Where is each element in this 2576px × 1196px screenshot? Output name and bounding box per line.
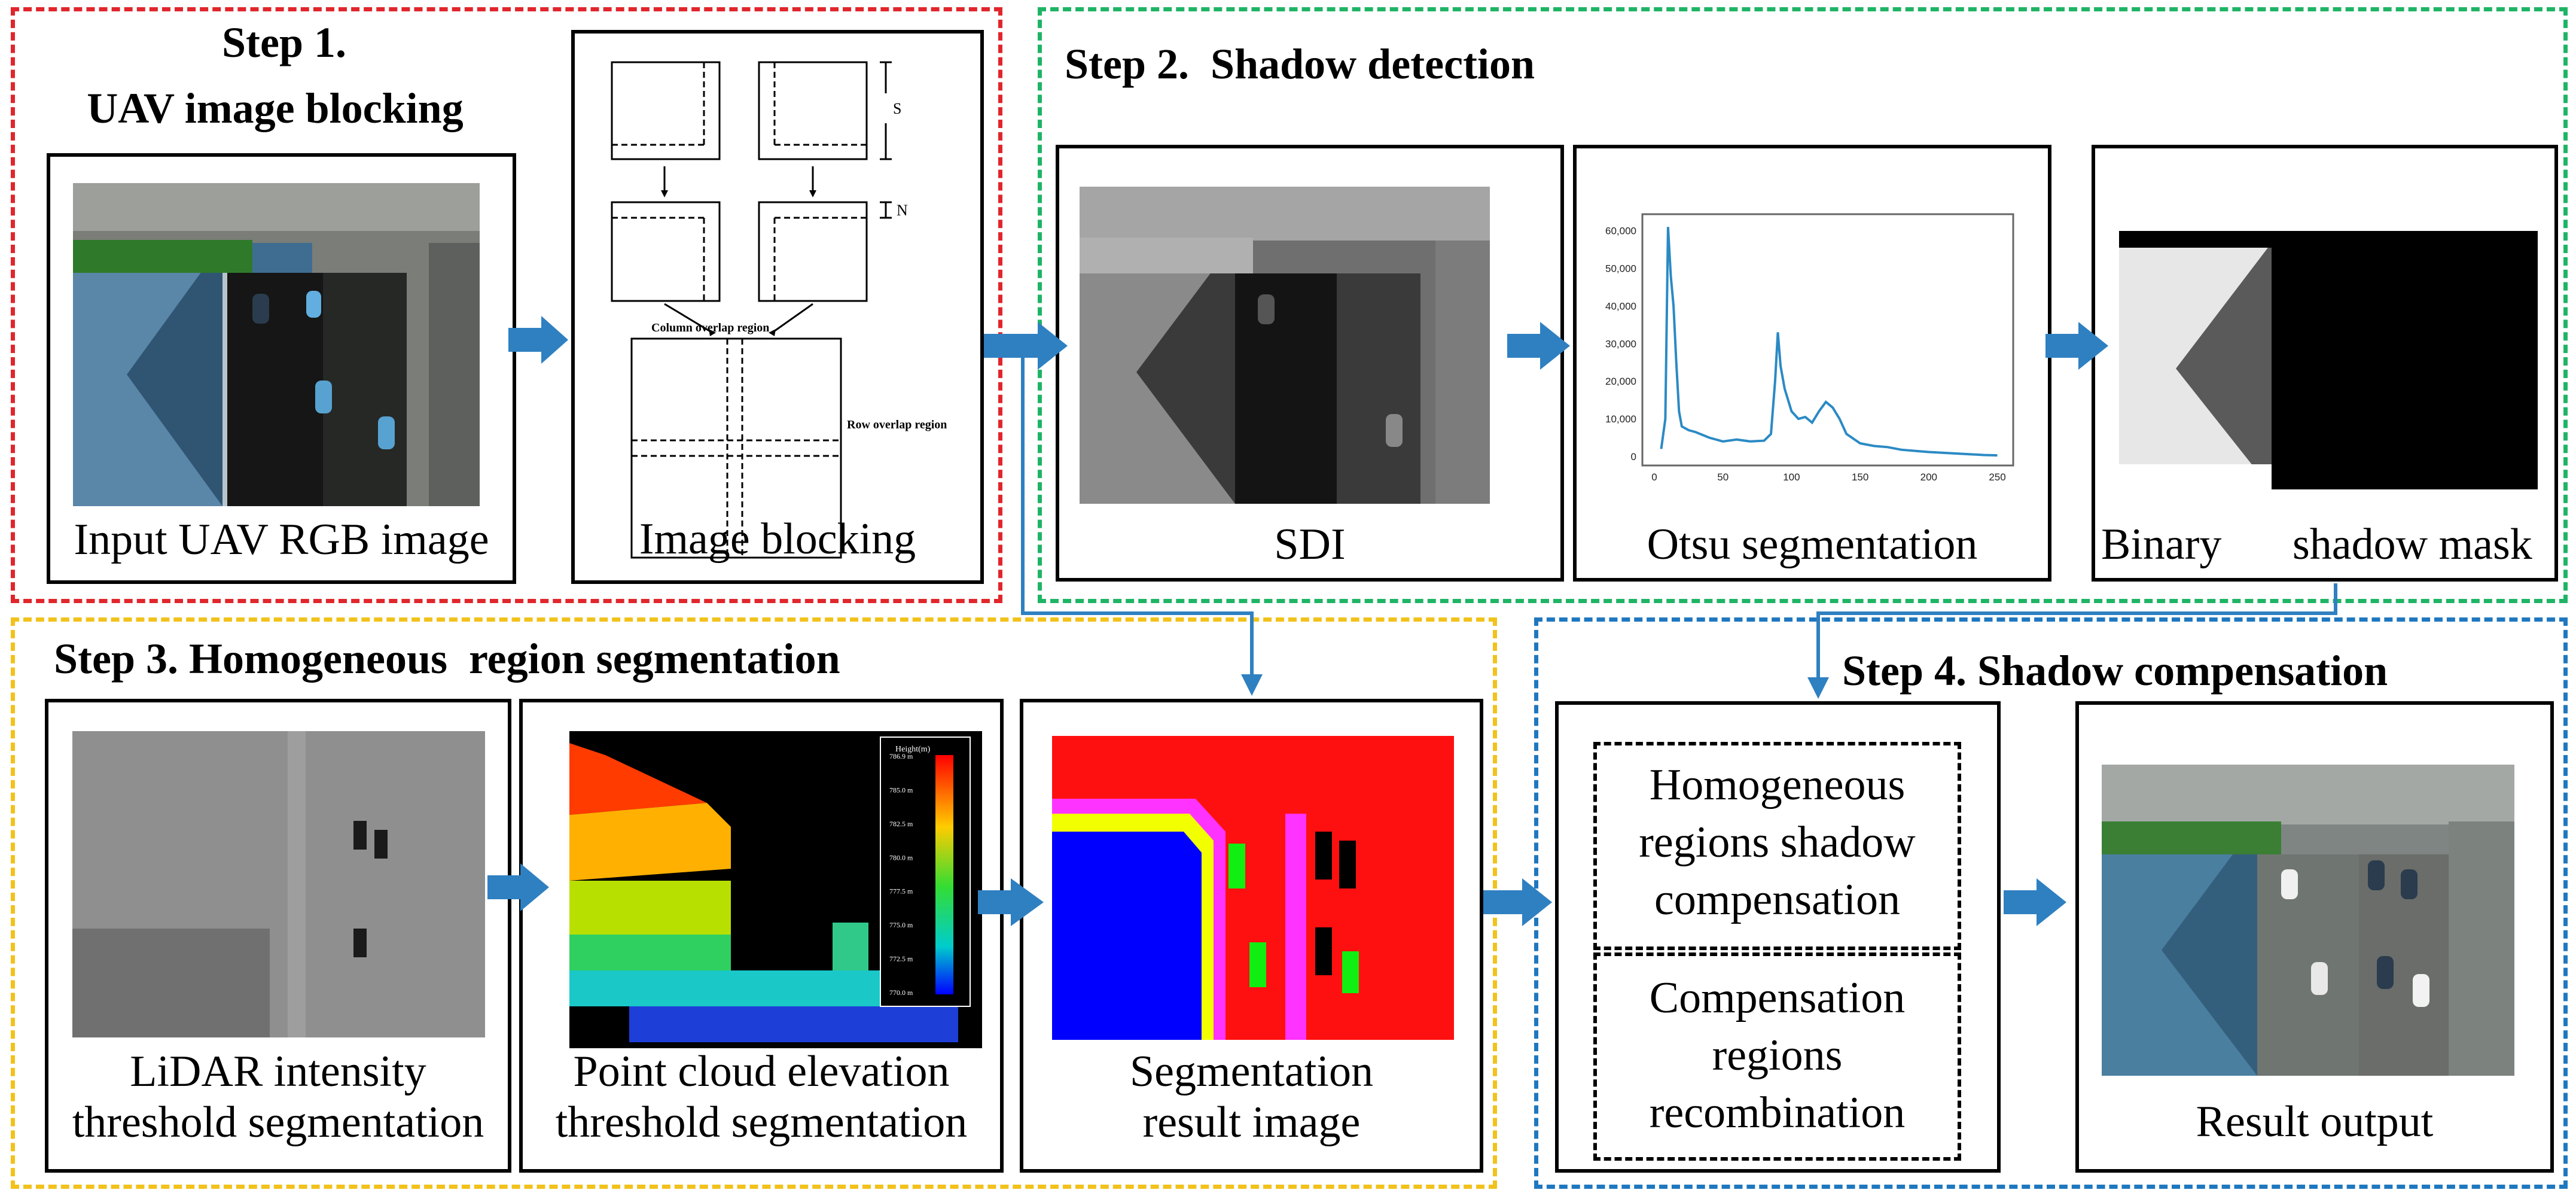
step3-title: Step 3. Homogeneous region segmentation bbox=[54, 635, 840, 683]
box2-line1: Compensation bbox=[1649, 973, 1906, 1022]
histogram-x-tick: 200 bbox=[1920, 471, 1937, 483]
histogram-y-tick: 30,000 bbox=[1605, 338, 1636, 349]
uav-rgb-image bbox=[73, 183, 480, 506]
box2-line2: regions bbox=[1712, 1031, 1843, 1080]
segmentation-caption-2: result image bbox=[1142, 1098, 1361, 1147]
label-n: N bbox=[897, 202, 908, 219]
box2-line3: recombination bbox=[1649, 1088, 1906, 1137]
histogram-y-tick: 40,000 bbox=[1605, 300, 1636, 312]
sdi-caption: SDI bbox=[1274, 520, 1346, 569]
result-caption: Result output bbox=[2196, 1097, 2434, 1146]
lidar-intensity-image bbox=[72, 731, 485, 1037]
segmentation-result-image bbox=[1052, 736, 1454, 1040]
point-cloud-card: Height(m) 786.9 m 785.0 m 782.5 m 780.0 m 77… bbox=[519, 699, 1004, 1173]
histogram-x-tick: 250 bbox=[1989, 471, 2005, 483]
legend-tick: 780.0 m bbox=[889, 853, 913, 862]
binary-shadow-mask-image bbox=[2119, 195, 2538, 489]
lidar-caption-1: LiDAR intensity bbox=[130, 1047, 426, 1096]
lidar-card: LiDAR intensity threshold segmentation bbox=[45, 699, 511, 1173]
legend-title: Height(m) bbox=[895, 745, 931, 754]
histogram-x-tick: 100 bbox=[1783, 471, 1800, 483]
histogram-y-tick: 60,000 bbox=[1605, 226, 1636, 237]
histogram-x-tick: 0 bbox=[1651, 471, 1657, 483]
histogram-y-tick: 50,000 bbox=[1605, 263, 1636, 274]
homogeneous-compensation-box bbox=[1593, 742, 1961, 950]
label-s: S bbox=[893, 100, 901, 117]
input-uav-caption: Input UAV RGB image bbox=[74, 515, 489, 564]
legend-tick: 772.5 m bbox=[889, 955, 913, 963]
binary-mask-card: Binary shadow mask bbox=[2092, 145, 2558, 582]
blocking-diagram: S N Column overlap region Row overlap re… bbox=[611, 61, 947, 559]
legend-tick: 777.5 m bbox=[889, 887, 913, 896]
legend-tick: 786.9 m bbox=[889, 752, 913, 760]
sdi-card: SDI bbox=[1056, 145, 1564, 582]
point-cloud-image: Height(m) 786.9 m 785.0 m 782.5 m 780.0 m 77… bbox=[569, 731, 982, 1048]
step1-title-line2: UAV image blocking bbox=[87, 84, 464, 132]
step4-title: Step 4. Shadow compensation bbox=[1842, 647, 2388, 695]
histogram-x-tick: 50 bbox=[1717, 471, 1728, 483]
point-cloud-caption-2: threshold segmentation bbox=[555, 1098, 968, 1147]
compensation-card: Homogeneous regions shadow compensation … bbox=[1555, 701, 2001, 1173]
segmentation-caption-1: Segmentation bbox=[1130, 1047, 1373, 1096]
step2-group bbox=[1038, 7, 2568, 603]
legend-tick: 770.0 m bbox=[889, 988, 913, 997]
otsu-caption: Otsu segmentation bbox=[1647, 520, 1978, 569]
point-cloud-caption-1: Point cloud elevation bbox=[573, 1047, 950, 1096]
legend-tick: 782.5 m bbox=[889, 820, 913, 828]
legend-tick: 775.0 m bbox=[889, 921, 913, 929]
result-card: Result output bbox=[2075, 701, 2554, 1173]
result-output-image bbox=[2102, 765, 2514, 1076]
label-row-overlap: Row overlap region bbox=[847, 418, 947, 431]
legend-tick: 785.0 m bbox=[889, 786, 913, 794]
step2-title: Step 2. Shadow detection bbox=[1065, 40, 1535, 88]
sdi-image bbox=[1080, 187, 1490, 504]
input-uav-card: Input UAV RGB image bbox=[47, 153, 516, 584]
lidar-caption-2: threshold segmentation bbox=[72, 1098, 484, 1147]
binary-mask-caption-b: shadow mask bbox=[2293, 520, 2532, 569]
image-blocking-caption: Image blocking bbox=[639, 515, 916, 564]
segmentation-card: Segmentation result image bbox=[1020, 699, 1483, 1173]
binary-mask-caption-a: Binary bbox=[2101, 520, 2222, 569]
histogram-series bbox=[1660, 227, 1998, 457]
histogram-y-tick: 0 bbox=[1631, 451, 1636, 462]
step1-group bbox=[11, 7, 1002, 603]
recombination-box bbox=[1593, 952, 1961, 1161]
otsu-histogram: 0 10,000 20,000 30,000 40,000 50,000 60,000 0 5… bbox=[1605, 213, 2014, 483]
box1-line2: regions shadow bbox=[1639, 818, 1916, 867]
label-column-overlap: Column overlap region bbox=[651, 321, 769, 334]
histogram-y-tick: 20,000 bbox=[1605, 376, 1636, 387]
histogram-y-tick: 10,000 bbox=[1605, 413, 1636, 425]
histogram-x-tick: 150 bbox=[1852, 471, 1868, 483]
step1-title-line1: Step 1. bbox=[221, 19, 347, 66]
box1-line3: compensation bbox=[1654, 875, 1900, 924]
otsu-card: 0 10,000 20,000 30,000 40,000 50,000 60,000 0 5… bbox=[1573, 145, 2051, 582]
box1-line1: Homogeneous bbox=[1649, 760, 1906, 809]
image-blocking-card: S N Column overlap region Row overlap re… bbox=[571, 30, 984, 584]
